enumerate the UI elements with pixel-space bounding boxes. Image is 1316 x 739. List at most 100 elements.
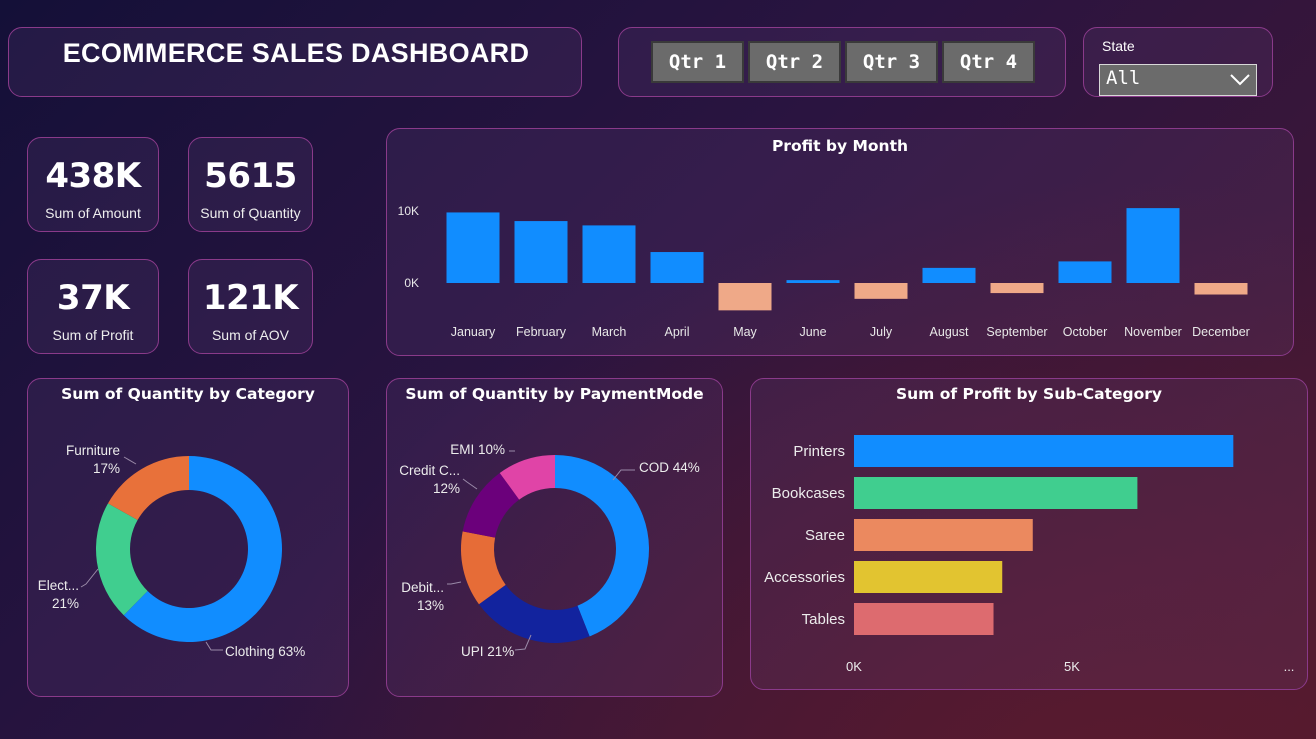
bar-november <box>1126 208 1180 283</box>
x-tick-label: May <box>733 325 757 339</box>
bar-may <box>718 283 772 311</box>
kpi-sum-of-amount: 438K Sum of Amount <box>27 137 159 232</box>
x-tick-label: July <box>870 325 893 339</box>
title-card: ECOMMERCE SALES DASHBOARD <box>8 27 582 97</box>
qtr-1-button[interactable]: Qtr 1 <box>651 41 744 83</box>
leader-line <box>80 568 99 588</box>
leader-line <box>123 456 137 465</box>
kpi-label: Sum of Quantity <box>200 205 301 221</box>
x-tick-label: 0K <box>846 659 862 674</box>
quantity-by-paymentmode-donut: COD 44% UPI 21% Debit... 13% Credit C... 12% E… <box>399 442 700 659</box>
donut-data-label: Clothing 63% <box>225 644 305 659</box>
donut-slice-cod <box>555 455 649 637</box>
x-tick-label: November <box>1124 325 1182 339</box>
kpi-sum-of-quantity: 5615 Sum of Quantity <box>188 137 313 232</box>
chart-title: Sum of Profit by Sub-Category <box>895 385 1163 403</box>
donut-data-label: Debit... <box>401 580 444 595</box>
chart-title: Sum of Quantity by Category <box>61 385 315 403</box>
kpi-value: 438K <box>45 156 141 196</box>
quantity-by-category-card: Sum of Quantity by Category Clothing 63%… <box>27 378 349 697</box>
qtr-4-button[interactable]: Qtr 4 <box>942 41 1035 83</box>
y-tick-label: 0K <box>404 276 419 290</box>
donut-data-label: 13% <box>417 598 444 613</box>
donut-data-label: Furniture <box>66 443 120 458</box>
bar-april <box>650 252 704 283</box>
donut-slice-emi <box>499 455 555 500</box>
leader-line <box>514 634 532 651</box>
donut-slice-debit-card <box>461 531 506 605</box>
bar-june <box>786 280 840 283</box>
x-tick-label: June <box>799 325 826 339</box>
leader-line <box>612 469 635 481</box>
quantity-by-category-donut: Clothing 63% Elect... 21% Furniture 17% <box>38 443 306 659</box>
bar-september <box>990 283 1044 294</box>
kpi-label: Sum of AOV <box>211 327 290 343</box>
leader-line <box>462 478 478 490</box>
quarter-slicer: Qtr 1 Qtr 2 Qtr 3 Qtr 4 <box>618 27 1066 97</box>
x-tick-label: March <box>592 325 627 339</box>
y-tick-label: Tables <box>802 611 845 628</box>
donut-data-label: 12% <box>433 481 460 496</box>
y-tick-label: Printers <box>793 443 845 460</box>
quantity-by-paymentmode-card: Sum of Quantity by PaymentMode COD 44% UP… <box>386 378 723 697</box>
chart-title: Profit by Month <box>771 137 909 155</box>
x-tick-label: September <box>986 325 1047 339</box>
kpi-value: 37K <box>56 278 130 318</box>
x-tick-label: February <box>516 325 567 339</box>
donut-data-label: Credit C... <box>399 463 460 478</box>
donut-data-label: 17% <box>93 461 120 476</box>
state-slicer: State All <box>1083 27 1273 97</box>
leader-line <box>447 581 462 585</box>
qtr-3-button[interactable]: Qtr 3 <box>845 41 938 83</box>
donut-slice-credit-card <box>462 472 520 538</box>
donut-data-label: UPI 21% <box>461 644 514 659</box>
kpi-label: Sum of Amount <box>45 205 141 221</box>
y-tick-label: Saree <box>805 527 845 544</box>
bar-march <box>582 225 636 283</box>
state-label: State <box>1102 38 1135 54</box>
profit-by-subcategory-card: Sum of Profit by Sub-Category Printers Bo… <box>750 378 1308 690</box>
donut-data-label: EMI 10% <box>450 442 505 457</box>
bar-august <box>922 267 976 283</box>
donut-slice-clothing <box>123 456 282 642</box>
donut-slice-furniture <box>107 456 189 521</box>
leader-line <box>205 641 223 651</box>
bar-bookcases <box>854 477 1138 509</box>
state-dropdown[interactable]: All <box>1099 64 1257 96</box>
bar-october <box>1058 261 1112 283</box>
donut-data-label: 21% <box>52 596 79 611</box>
donut-slice-upi <box>478 584 590 643</box>
x-tick-label: 5K <box>1064 659 1080 674</box>
donut-data-label: Elect... <box>38 578 79 593</box>
bar-january <box>446 212 500 283</box>
donut-data-label: COD 44% <box>639 460 700 475</box>
y-tick-label: 10K <box>398 204 419 218</box>
kpi-sum-of-profit: 37K Sum of Profit <box>27 259 159 354</box>
qtr-2-button[interactable]: Qtr 2 <box>748 41 841 83</box>
bar-printers <box>854 435 1234 467</box>
bar-accessories <box>854 561 1003 593</box>
x-tick-label: April <box>664 325 689 339</box>
x-tick-label: August <box>930 325 969 339</box>
kpi-value: 121K <box>202 278 299 318</box>
profit-by-month-card: Profit by Month 10K 0K January February Marc… <box>386 128 1294 356</box>
x-tick-label: December <box>1192 325 1250 339</box>
profit-by-month-chart: 10K 0K January February March April May June Jul… <box>398 204 1250 339</box>
kpi-label: Sum of Profit <box>52 327 134 343</box>
x-tick-label: October <box>1063 325 1107 339</box>
kpi-value: 5615 <box>204 156 297 196</box>
state-dropdown-value: All <box>1106 67 1141 89</box>
kpi-sum-of-aov: 121K Sum of AOV <box>188 259 313 354</box>
bar-february <box>514 221 568 283</box>
bar-tables <box>854 603 994 635</box>
dashboard-title: ECOMMERCE SALES DASHBOARD <box>62 38 530 68</box>
bar-december <box>1194 283 1248 295</box>
bar-saree <box>854 519 1033 551</box>
chart-title: Sum of Quantity by PaymentMode <box>405 385 704 403</box>
x-tick-label: January <box>451 325 496 339</box>
profit-by-subcategory-chart: Printers Bookcases Saree Accessories Tables 0… <box>764 435 1295 674</box>
chevron-down-icon <box>1230 74 1250 86</box>
y-tick-label: Bookcases <box>772 485 845 502</box>
bar-july <box>854 283 908 299</box>
x-axis-ellipsis: ... <box>1284 659 1295 674</box>
